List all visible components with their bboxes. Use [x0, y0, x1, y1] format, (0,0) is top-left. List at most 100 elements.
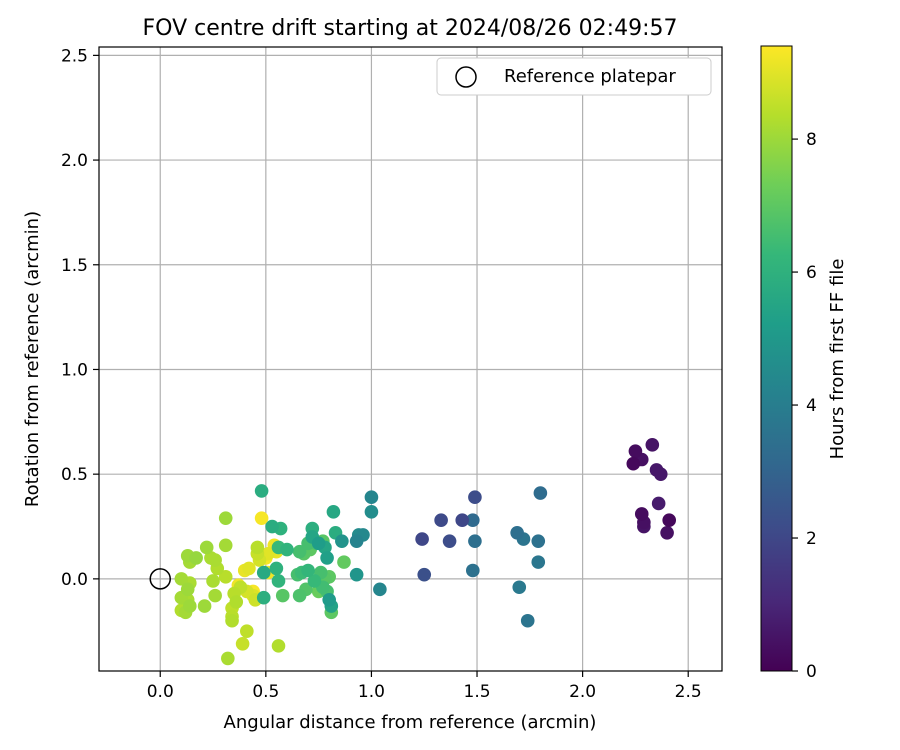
data-point	[183, 599, 197, 613]
grid	[99, 47, 722, 671]
data-point	[512, 580, 527, 595]
y-tick-label: 1.0	[61, 360, 88, 380]
data-point	[645, 438, 660, 452]
data-point	[626, 456, 641, 471]
colorbar-tick-label: 4	[806, 396, 817, 416]
colorbar-label: Hours from first FF file	[827, 259, 848, 460]
data-point	[349, 534, 364, 548]
x-tick-label: 2.0	[569, 682, 596, 702]
data-point	[364, 505, 379, 519]
data-point	[254, 511, 269, 525]
data-point	[520, 613, 535, 628]
x-axis-label: Angular distance from reference (arcmin)	[224, 712, 597, 733]
data-point	[250, 540, 265, 555]
legend-box	[436, 57, 712, 96]
x-tick-label: 0.0	[147, 682, 174, 702]
data-point	[229, 595, 244, 609]
y-axis-ticks: 0.0 0.5 1.0 1.5 2.0 2.5	[61, 46, 99, 590]
legend: Reference platepar	[436, 57, 712, 96]
reference-point-marker	[149, 568, 171, 590]
data-point	[242, 561, 256, 576]
data-point	[254, 484, 269, 498]
data-points	[149, 438, 677, 666]
y-axis-label: Rotation from reference (arcmin)	[22, 211, 43, 507]
data-point	[415, 532, 429, 546]
data-point	[531, 534, 546, 548]
data-point	[466, 563, 480, 578]
data-point	[301, 563, 315, 578]
plot-frame	[98, 46, 723, 672]
data-point	[208, 553, 222, 567]
colorbar-tick-label: 0	[806, 662, 817, 682]
data-point	[265, 519, 279, 534]
y-tick-label: 2.5	[61, 46, 88, 66]
legend-entry-reference: Reference platepar	[504, 66, 676, 87]
data-point	[240, 624, 254, 639]
data-point	[326, 505, 341, 519]
data-point	[292, 588, 307, 603]
data-point	[531, 555, 546, 569]
data-point	[364, 490, 379, 505]
data-point	[468, 490, 482, 505]
data-point	[662, 513, 677, 528]
data-point	[256, 590, 271, 605]
colorbar-tick-label: 2	[806, 529, 817, 549]
legend-marker-icon	[455, 66, 477, 88]
data-point	[307, 574, 322, 588]
chart-title: FOV centre drift starting at 2024/08/26 …	[143, 16, 678, 41]
data-point	[337, 555, 351, 569]
data-point	[271, 639, 286, 653]
data-point	[373, 582, 387, 597]
data-point	[199, 540, 214, 555]
data-point	[271, 574, 286, 588]
data-point	[510, 525, 524, 540]
data-point	[218, 569, 233, 584]
data-point	[634, 507, 649, 521]
data-point	[442, 534, 457, 548]
y-tick-label: 1.5	[61, 256, 88, 276]
y-tick-label: 2.0	[61, 151, 88, 171]
data-point	[335, 534, 349, 548]
data-point	[653, 467, 668, 481]
data-point	[349, 567, 364, 582]
data-point	[275, 588, 290, 603]
data-point	[174, 572, 189, 586]
data-point	[660, 525, 674, 540]
data-point	[280, 542, 294, 557]
colorbar-tick-label: 6	[806, 263, 817, 283]
data-point	[208, 588, 222, 603]
x-axis-ticks: 0.0 0.5 1.0 1.5 2.0 2.5	[147, 671, 702, 702]
data-point	[533, 486, 548, 500]
data-point	[235, 636, 250, 651]
x-tick-label: 1.5	[464, 682, 491, 702]
data-point	[256, 565, 271, 580]
data-point	[311, 536, 326, 551]
x-tick-label: 0.5	[252, 682, 279, 702]
data-point	[320, 551, 334, 565]
colorbar-gradient	[760, 45, 793, 672]
data-point	[189, 551, 203, 565]
data-point	[180, 582, 195, 597]
data-point	[206, 574, 220, 588]
data-point	[455, 513, 470, 528]
data-point	[322, 593, 336, 607]
y-tick-label: 0.0	[61, 570, 88, 590]
data-point	[417, 567, 432, 582]
x-tick-label: 1.0	[358, 682, 385, 702]
data-point	[292, 544, 307, 559]
colorbar-ticks: 0 2 4 6 8	[792, 130, 817, 682]
data-point	[466, 513, 480, 528]
data-point	[651, 496, 666, 511]
data-point	[218, 538, 233, 553]
data-point	[468, 534, 482, 548]
y-tick-label: 0.5	[61, 465, 88, 485]
data-point	[434, 513, 448, 528]
data-point	[269, 561, 284, 576]
colorbar-tick-label: 8	[806, 130, 817, 150]
colorbar: 0 2 4 6 8 Hours from first FF file	[760, 45, 848, 682]
data-point	[197, 599, 212, 613]
data-point	[628, 444, 643, 458]
data-point	[221, 651, 235, 666]
data-point	[218, 511, 233, 525]
